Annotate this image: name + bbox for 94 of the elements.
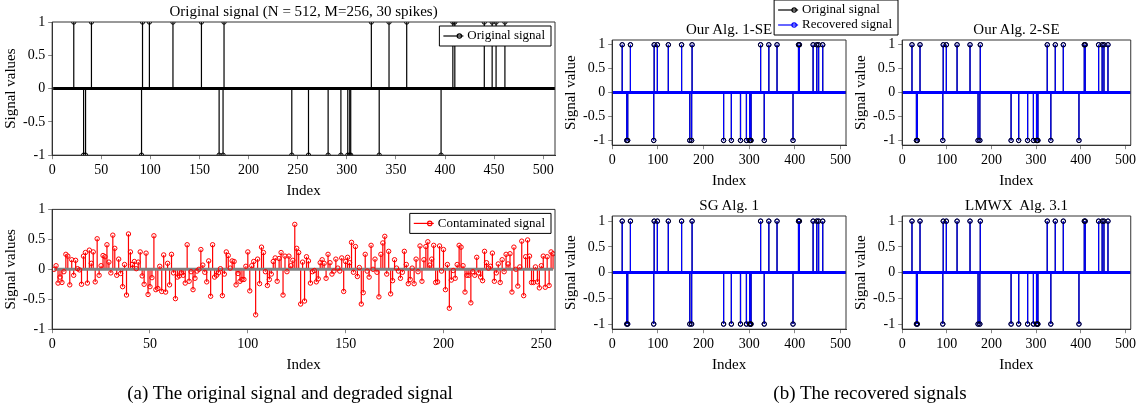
x-tick-label: 0 [608,336,616,352]
x-tick-label: 0 [898,336,906,352]
y-axis-title: Signal values [1,48,18,129]
y-tick-label: -1 [883,315,896,331]
y-axis-title: Signal value [561,234,578,310]
x-axis-title: Index [286,181,322,198]
y-tick-label: 0 [888,84,896,100]
y-tick-label: -1 [33,320,46,336]
y-tick-label: 0.5 [587,60,606,76]
x-tick-label: 500 [830,336,852,352]
y-tick-label: 1 [38,13,46,29]
x-tick-label: 50 [94,162,109,178]
x-tick-label: 400 [1070,336,1092,352]
chart-title: Our Alg. 1-SE [685,21,773,38]
x-tick-label: 100 [139,162,161,178]
x-tick-label: 200 [693,152,715,168]
legend-label: Contaminated signal [437,214,546,230]
x-tick-label: 0 [608,152,616,168]
y-tick-label: 1 [38,201,46,217]
y-tick-label: 1 [888,36,896,52]
x-tick-label: 500 [1114,336,1136,352]
y-tick-label: 0.5 [587,238,606,254]
x-tick-label: 400 [784,152,806,168]
x-tick-label: 0 [898,152,906,168]
x-tick-label: 300 [1025,152,1047,168]
x-tick-label: 150 [335,336,357,352]
x-tick-label: 150 [188,162,210,178]
x-tick-label: 200 [980,152,1002,168]
x-tick-label: 250 [530,336,552,352]
x-tick-label: 450 [483,162,505,178]
y-tick-label: -0.5 [582,108,606,124]
y-tick-label: 0 [888,264,896,280]
legend-label: Recovered signal [802,16,893,32]
y-tick-label: 0.5 [877,60,896,76]
legend-label: Original signal [802,1,881,17]
x-tick-label: 300 [1025,336,1047,352]
y-tick-label: -1 [33,146,46,162]
x-tick-label: 100 [237,336,259,352]
x-tick-label: 100 [936,152,958,168]
x-tick-label: 50 [142,336,157,352]
y-axis-title: Signal value [851,54,868,130]
x-tick-label: 0 [48,162,56,178]
y-tick-label: 0.5 [877,238,896,254]
x-axis-title: Index [999,355,1035,372]
legend-label: Original signal [467,27,546,43]
x-tick-label: 200 [980,336,1002,352]
x-tick-label: 500 [1114,152,1136,168]
x-tick-label: 100 [647,336,669,352]
x-tick-label: 300 [738,152,760,168]
y-tick-label: -1 [593,132,606,148]
y-tick-label: -1 [593,315,606,331]
x-axis-title: Index [286,355,322,372]
y-tick-label: 0.5 [27,46,46,62]
y-tick-label: -0.5 [22,113,46,129]
x-tick-label: 100 [936,336,958,352]
x-tick-label: 400 [434,162,456,178]
y-tick-label: 0 [598,84,606,100]
x-tick-label: 250 [287,162,309,178]
y-tick-label: -1 [883,132,896,148]
y-tick-label: 1 [598,212,606,228]
chart-title: Our Alg. 2-SE [973,21,1060,38]
x-tick-label: 300 [336,162,358,178]
x-tick-label: 300 [738,336,760,352]
y-tick-label: 1 [888,212,896,228]
y-tick-label: 1 [598,36,606,52]
y-axis-title: Signal value [851,234,868,310]
y-axis-title: Signal values [1,228,18,310]
y-tick-label: -0.5 [872,108,896,124]
x-tick-label: 200 [693,336,715,352]
y-tick-label: 0 [598,264,606,280]
chart-title: LMWX Alg. 3.1 [964,197,1068,214]
x-tick-label: 350 [385,162,407,178]
x-tick-label: 200 [238,162,260,178]
x-axis-title: Index [712,171,747,188]
y-tick-label: 0 [38,80,46,96]
chart-title: Original signal (N = 512, M=256, 30 spikes) [169,3,438,21]
x-tick-label: 500 [830,152,852,168]
y-tick-label: 0 [38,260,46,276]
x-tick-label: 100 [647,152,669,168]
x-tick-label: 500 [532,162,554,178]
x-tick-label: 0 [48,336,56,352]
chart-title: SG Alg. 1 [699,197,759,214]
y-tick-label: 0.5 [27,231,46,247]
y-tick-label: -0.5 [872,290,896,305]
x-tick-label: 400 [784,336,806,352]
text: (a) The original signal and degraded signal [127,382,453,404]
text: (b) The recovered signals [773,382,967,404]
x-axis-title: Index [712,355,747,372]
y-axis-title: Signal value [561,54,578,130]
x-axis-title: Index [999,171,1035,188]
y-tick-label: -0.5 [22,290,46,306]
x-tick-label: 200 [432,336,454,352]
x-tick-label: 400 [1070,152,1092,168]
y-tick-label: -0.5 [582,290,606,305]
